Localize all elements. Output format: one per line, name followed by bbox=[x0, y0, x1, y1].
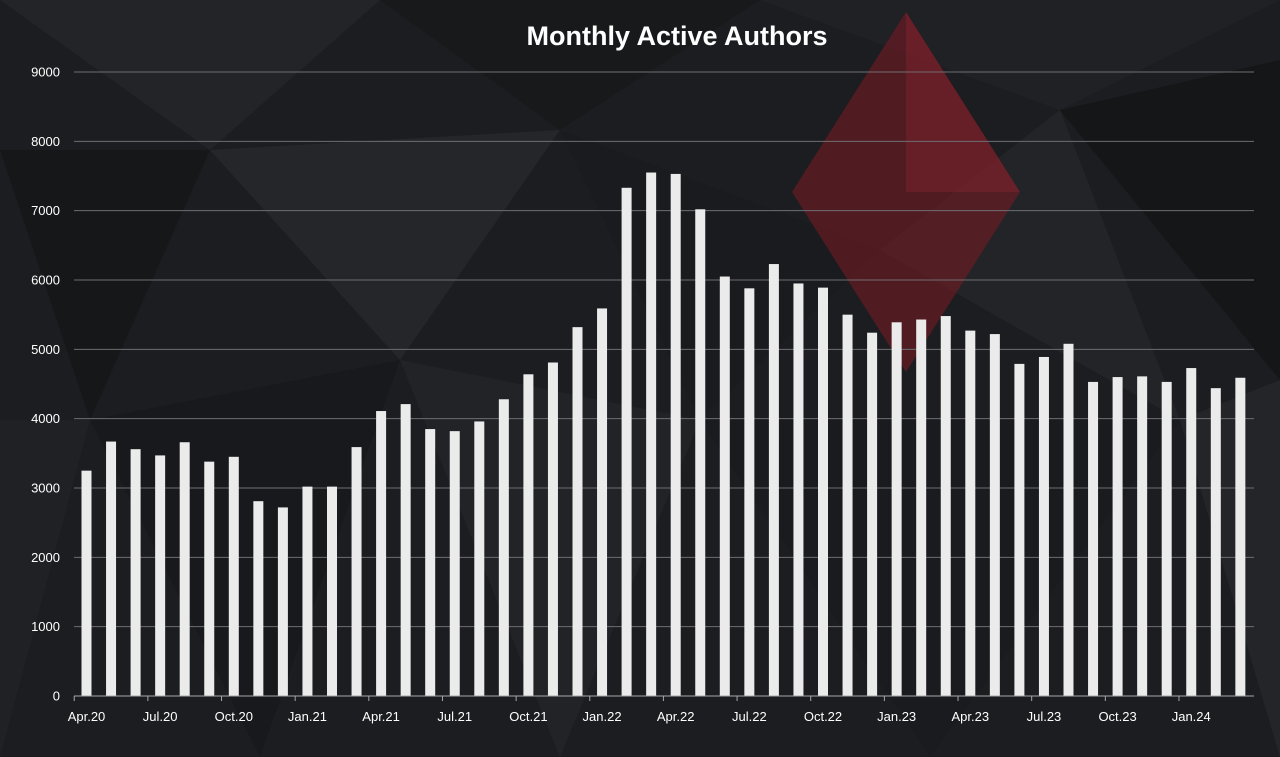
x-tick-label: Jul.23 bbox=[1027, 709, 1062, 724]
bar-Apr.22 bbox=[670, 173, 681, 697]
y-tick-label: 3000 bbox=[31, 481, 60, 496]
x-tick-label: Apr.20 bbox=[68, 709, 106, 724]
bar-Aug.21 bbox=[474, 421, 485, 696]
bar-Dec.22 bbox=[867, 332, 878, 696]
x-tick-label: Jul.20 bbox=[143, 709, 178, 724]
x-tick-label: Apr.22 bbox=[657, 709, 695, 724]
bar-May.23 bbox=[989, 334, 1000, 696]
y-tick-label: 0 bbox=[53, 689, 60, 704]
y-tick-label: 7000 bbox=[31, 203, 60, 218]
bar-Sep.22 bbox=[793, 283, 804, 696]
bar-Dec.20 bbox=[277, 507, 288, 696]
bar-Jan.22 bbox=[597, 308, 608, 696]
x-axis-ticks: Apr.20 Jul.20 Oct.20 Jan.21 Apr.21 Jul.21 Oct.… bbox=[68, 696, 1211, 724]
bar-Sep.21 bbox=[498, 399, 509, 696]
bar-Jun.21 bbox=[425, 429, 436, 696]
bar-Mar.21 bbox=[351, 447, 362, 696]
bar-Mar.23 bbox=[940, 316, 951, 696]
y-tick-label: 5000 bbox=[31, 342, 60, 357]
y-tick-label: 9000 bbox=[31, 65, 60, 80]
bar-Feb.22 bbox=[621, 187, 632, 696]
bar-Jul.23 bbox=[1038, 356, 1049, 696]
bar-Dec.23 bbox=[1161, 381, 1172, 696]
bar-Apr.21 bbox=[376, 411, 387, 696]
bar-May.20 bbox=[106, 441, 117, 696]
x-tick-label: Jan.21 bbox=[288, 709, 327, 724]
bar-Jan.23 bbox=[891, 322, 902, 696]
gridlines bbox=[74, 71, 1254, 628]
bar-Nov.23 bbox=[1137, 376, 1148, 696]
bar-Nov.21 bbox=[547, 362, 558, 696]
bar-Jan.21 bbox=[302, 486, 313, 696]
bar-Apr.20 bbox=[81, 470, 92, 696]
x-tick-label: Jan.22 bbox=[583, 709, 622, 724]
bar-Jul.20 bbox=[155, 455, 166, 696]
y-axis-tick-labels: 0 1000 2000 3000 4000 5000 6000 7000 8000 9000 bbox=[31, 65, 60, 704]
bars bbox=[81, 172, 1246, 697]
y-tick-label: 8000 bbox=[31, 134, 60, 149]
bar-Feb.23 bbox=[916, 319, 927, 696]
bar-Oct.23 bbox=[1112, 377, 1123, 696]
x-tick-label: Oct.22 bbox=[804, 709, 842, 724]
x-tick-label: Jan.24 bbox=[1172, 709, 1211, 724]
bar-Jul.21 bbox=[449, 431, 460, 696]
bar-Aug.20 bbox=[179, 442, 190, 696]
bar-Mar.24 bbox=[1235, 377, 1246, 696]
y-tick-label: 4000 bbox=[31, 411, 60, 426]
bar-Aug.23 bbox=[1063, 343, 1074, 696]
x-tick-label: Jan.23 bbox=[877, 709, 916, 724]
x-tick-label: Apr.21 bbox=[362, 709, 400, 724]
y-tick-label: 6000 bbox=[31, 273, 60, 288]
bar-Jan.24 bbox=[1186, 368, 1197, 696]
bar-Dec.21 bbox=[572, 327, 583, 696]
x-tick-label: Apr.23 bbox=[952, 709, 990, 724]
x-tick-label: Jul.22 bbox=[732, 709, 767, 724]
bar-Aug.22 bbox=[768, 264, 779, 696]
bar-Jul.22 bbox=[744, 288, 755, 696]
bar-Oct.20 bbox=[228, 456, 239, 696]
bar-Jun.22 bbox=[719, 276, 730, 696]
y-tick-label: 2000 bbox=[31, 550, 60, 565]
bar-Oct.21 bbox=[523, 374, 534, 696]
bar-Feb.21 bbox=[327, 486, 337, 696]
bar-May.21 bbox=[400, 404, 411, 696]
x-tick-label: Oct.21 bbox=[509, 709, 547, 724]
bar-Apr.23 bbox=[965, 330, 976, 696]
x-tick-label: Jul.21 bbox=[437, 709, 472, 724]
x-tick-label: Oct.23 bbox=[1098, 709, 1136, 724]
x-tick-label: Oct.20 bbox=[215, 709, 253, 724]
bar-Sep.20 bbox=[204, 461, 215, 696]
bar-Nov.20 bbox=[253, 501, 264, 696]
chart-title: Monthly Active Authors bbox=[526, 21, 827, 51]
bar-May.22 bbox=[695, 209, 706, 696]
bar-Sep.23 bbox=[1088, 381, 1099, 696]
bar-Jun.20 bbox=[130, 449, 141, 696]
bar-Nov.22 bbox=[842, 314, 853, 696]
y-tick-label: 1000 bbox=[31, 619, 60, 634]
bar-Feb.24 bbox=[1210, 388, 1221, 696]
bar-Oct.22 bbox=[818, 287, 828, 696]
bar-Jun.23 bbox=[1014, 363, 1025, 696]
bar-Mar.22 bbox=[646, 172, 657, 697]
